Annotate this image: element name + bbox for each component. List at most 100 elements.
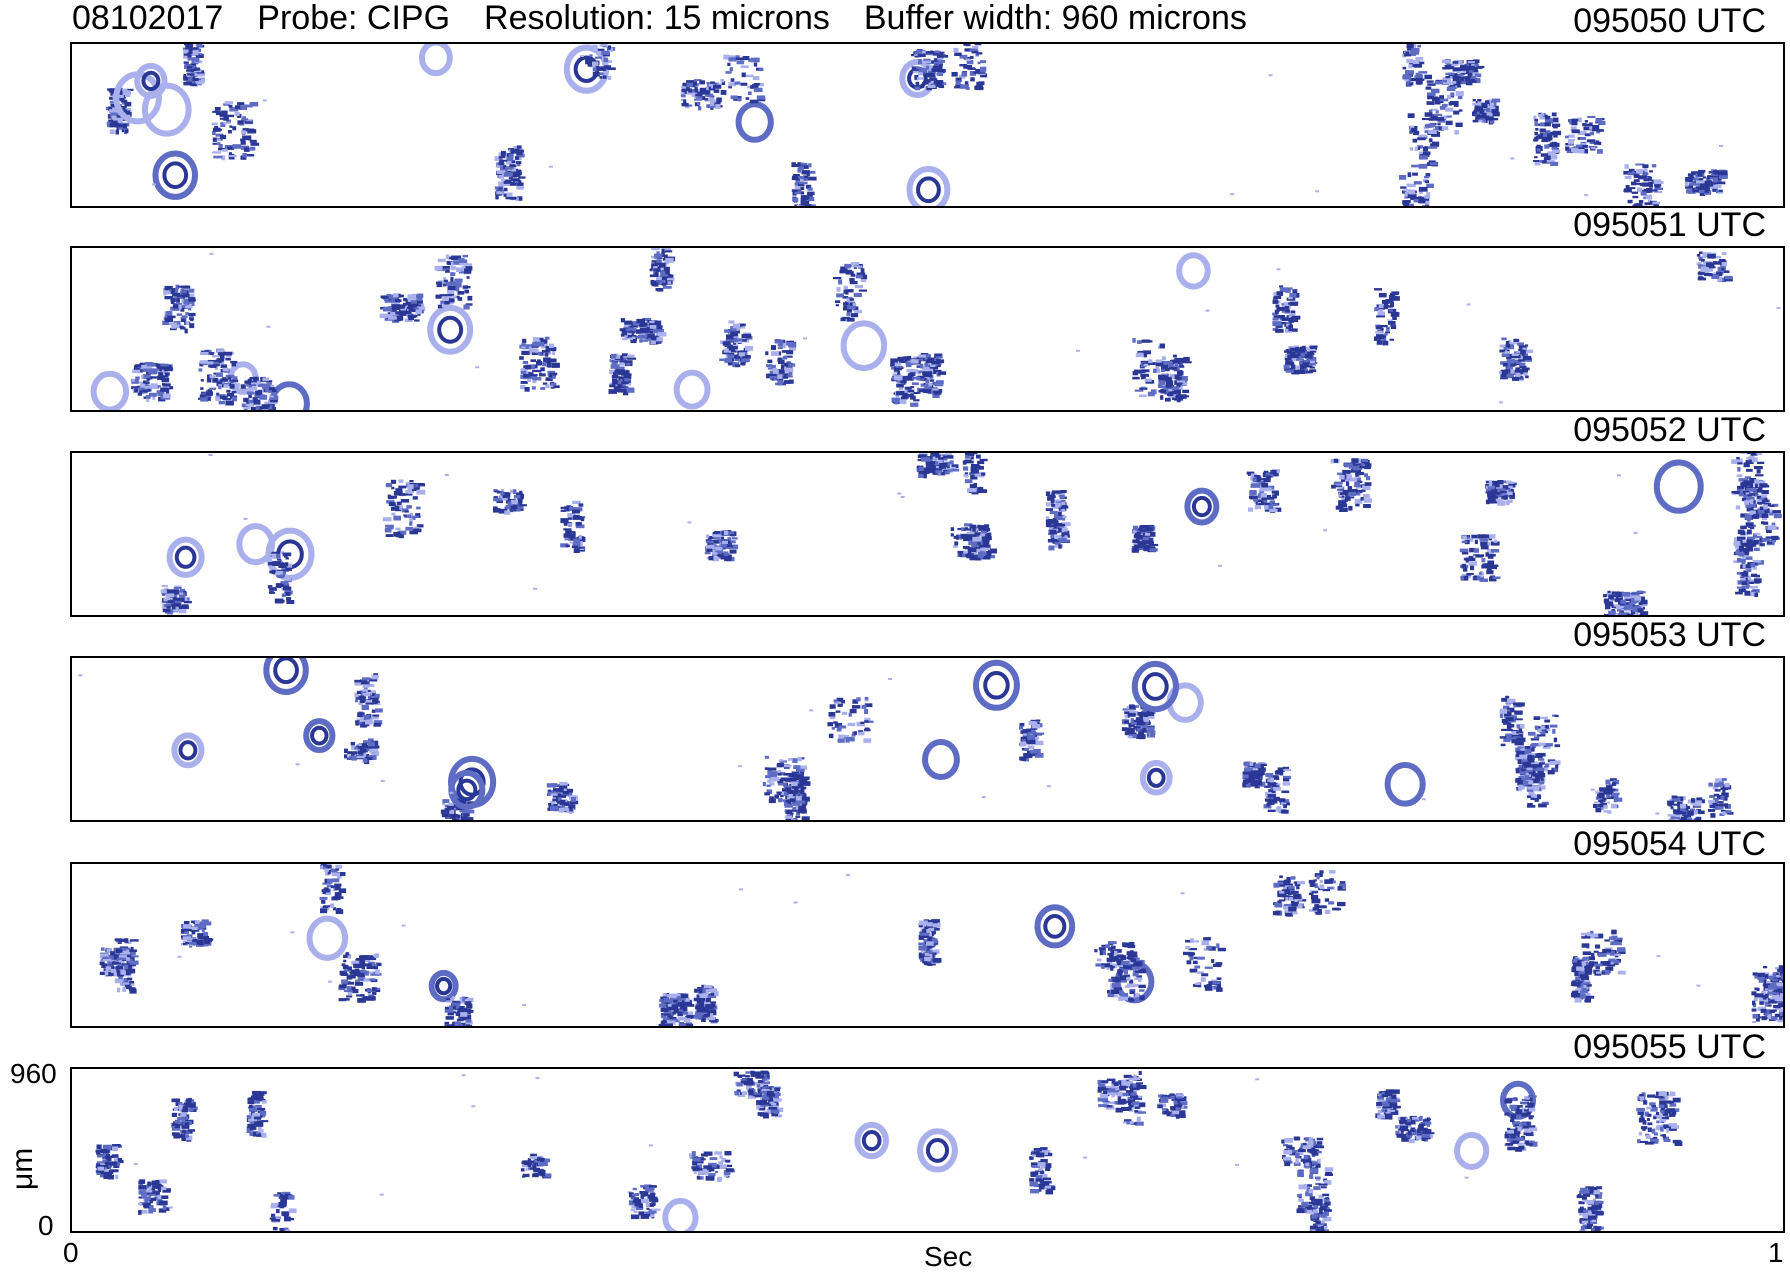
particle-image bbox=[1187, 491, 1216, 523]
probe-label: Probe: CIPG bbox=[257, 0, 450, 38]
particle-image bbox=[1457, 1135, 1486, 1167]
particle-image bbox=[1309, 1201, 1331, 1233]
speck bbox=[809, 709, 813, 711]
particle-image bbox=[380, 293, 426, 323]
speck bbox=[846, 874, 850, 876]
speck bbox=[522, 1004, 526, 1006]
particle-image bbox=[917, 453, 960, 478]
speck bbox=[471, 1105, 475, 1107]
particle-image bbox=[1242, 761, 1267, 788]
particle-image bbox=[976, 663, 1017, 708]
speck bbox=[1047, 785, 1051, 787]
particle-image bbox=[1593, 778, 1622, 814]
particle-image bbox=[1264, 767, 1292, 814]
speck bbox=[1510, 158, 1514, 160]
particle-image bbox=[94, 374, 126, 410]
particle-image bbox=[1603, 591, 1648, 617]
particle-image bbox=[1743, 480, 1769, 519]
particle-image bbox=[270, 1192, 297, 1233]
strip-time-label: 095052 UTC bbox=[1573, 411, 1766, 450]
speck bbox=[1115, 1088, 1119, 1090]
speck bbox=[266, 326, 270, 328]
particle-image bbox=[212, 101, 259, 160]
particle-image bbox=[266, 658, 305, 692]
particle-image bbox=[1157, 1093, 1187, 1119]
particle-image bbox=[344, 738, 379, 764]
particle-image bbox=[138, 1179, 171, 1215]
speck bbox=[1634, 532, 1638, 534]
speck bbox=[263, 99, 267, 101]
speck bbox=[1777, 307, 1781, 309]
particle-image bbox=[909, 169, 947, 208]
particle-image bbox=[1577, 1186, 1605, 1233]
speck bbox=[1230, 193, 1234, 195]
speck bbox=[1696, 985, 1700, 987]
particle-image bbox=[547, 782, 578, 814]
particle-image bbox=[1402, 44, 1427, 87]
particle-image bbox=[1657, 462, 1701, 510]
speck bbox=[569, 542, 573, 544]
particle-image bbox=[739, 104, 771, 140]
speck bbox=[1655, 813, 1659, 815]
particle-image bbox=[721, 55, 766, 104]
particle-image bbox=[1623, 164, 1663, 209]
speck bbox=[152, 184, 156, 186]
particle-image bbox=[198, 349, 240, 406]
speck bbox=[580, 55, 584, 57]
particle-image bbox=[1272, 285, 1300, 333]
speck bbox=[1584, 194, 1588, 196]
particle-image bbox=[435, 254, 473, 309]
speck bbox=[982, 796, 986, 798]
particle-image bbox=[1460, 534, 1501, 582]
particle-image bbox=[1179, 255, 1208, 286]
particle-image bbox=[1515, 746, 1536, 792]
speck bbox=[688, 521, 692, 523]
particle-image bbox=[171, 1098, 197, 1142]
speck bbox=[210, 253, 214, 255]
speck bbox=[1719, 145, 1723, 147]
speck bbox=[794, 902, 798, 904]
speck bbox=[178, 956, 182, 958]
speck bbox=[78, 674, 82, 676]
particle-image bbox=[1284, 345, 1318, 374]
particle-image bbox=[963, 453, 988, 494]
particle-image bbox=[1472, 99, 1500, 125]
particle-image-strip bbox=[70, 656, 1785, 822]
speck bbox=[449, 792, 453, 794]
particle-image bbox=[857, 1125, 886, 1156]
speck bbox=[897, 493, 901, 495]
particle-image bbox=[354, 673, 383, 727]
strip-time-label: 095050 UTC bbox=[1573, 2, 1766, 41]
particle-image bbox=[338, 952, 381, 1003]
particle-image bbox=[430, 308, 470, 352]
particle-image bbox=[1485, 480, 1516, 506]
speck bbox=[536, 1077, 540, 1079]
speck bbox=[134, 1163, 138, 1165]
date-label: 08102017 bbox=[72, 0, 223, 38]
speck bbox=[445, 474, 449, 476]
particle-image-strip bbox=[70, 42, 1785, 208]
particle-image bbox=[320, 864, 347, 914]
particle-image bbox=[609, 353, 637, 395]
particle-image bbox=[1565, 116, 1606, 154]
y-axis-top-tick: 960 bbox=[10, 1058, 57, 1090]
particle-image bbox=[1183, 937, 1226, 992]
particle-image bbox=[1763, 965, 1785, 1002]
speck bbox=[1591, 789, 1595, 791]
x-axis-right-tick: 1 bbox=[1768, 1237, 1784, 1269]
particle-image bbox=[247, 1091, 269, 1138]
particle-image bbox=[1708, 778, 1734, 818]
particle-image bbox=[1636, 1092, 1682, 1146]
particle-image bbox=[681, 79, 723, 110]
particle-image bbox=[1399, 172, 1434, 208]
particle-image bbox=[1499, 338, 1533, 381]
particle-image bbox=[1019, 720, 1044, 762]
x-axis-title: Sec bbox=[924, 1241, 972, 1273]
particle-image bbox=[1395, 1116, 1434, 1143]
particle-image bbox=[181, 919, 213, 947]
particle-image bbox=[1029, 1147, 1055, 1194]
speck bbox=[649, 1144, 653, 1146]
particle-image bbox=[519, 337, 560, 392]
particle-image bbox=[1281, 1137, 1324, 1168]
particle-image bbox=[665, 1201, 695, 1233]
